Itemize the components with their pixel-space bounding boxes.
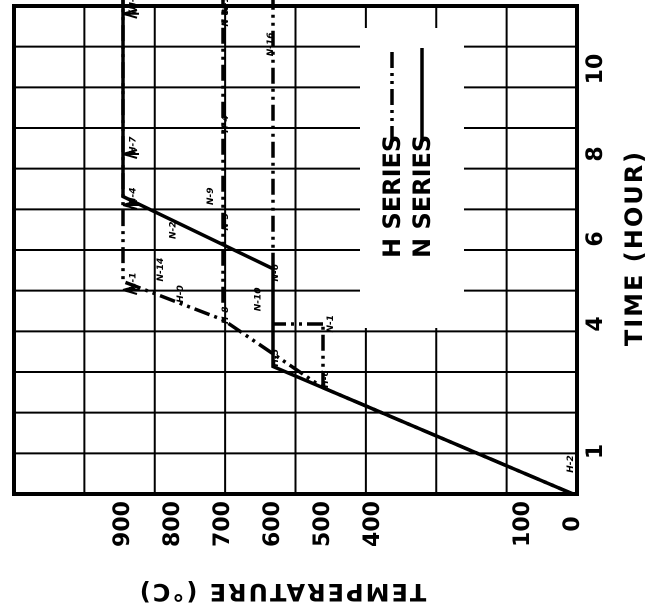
data-annotation-label: H-7	[129, 136, 139, 154]
y-tick-label: 700	[210, 501, 235, 547]
y-tick-label: 500	[310, 501, 335, 547]
legend-background	[360, 28, 464, 328]
quench-arrow-marker	[122, 8, 139, 19]
legend: H SERIES N SERIES	[360, 28, 464, 328]
y-axis-title: TEMPERATURE (°C)	[138, 578, 426, 606]
quench-arrow-marker	[122, 285, 139, 295]
quench-arrow-marker	[122, 149, 139, 159]
quench-arrow-marker	[122, 200, 139, 210]
data-annotation-label: N-16	[266, 32, 276, 56]
data-annotation-label: H-1	[129, 272, 139, 290]
data-annotation-label: H-2	[566, 455, 576, 473]
data-annotation-label: H-0	[176, 285, 186, 303]
x-tick-label: 10	[583, 54, 608, 85]
data-annotation-label: N-14	[156, 258, 166, 282]
data-annotation-label: H-5	[271, 349, 281, 367]
x-tick-label: 1	[583, 444, 608, 459]
data-annotation-label: N-2	[169, 221, 179, 239]
plot-frame	[12, 4, 579, 496]
x-axis-title: TIME (HOUR)	[620, 150, 648, 346]
x-tick-label: 8	[583, 146, 608, 161]
grid	[14, 6, 577, 494]
h-series-line	[121, 0, 574, 496]
legend-label: N SERIES	[408, 135, 436, 258]
y-tick-label: 800	[160, 501, 185, 547]
n-series-line	[121, 0, 574, 496]
legend-label: H SERIES	[378, 135, 406, 258]
data-annotation-label: N-4	[129, 187, 139, 205]
axis-labels: TIME (HOUR) TEMPERATURE (°C)	[138, 150, 648, 606]
data-annotation-label: H-8	[221, 306, 231, 324]
x-tick-label: 4	[583, 316, 608, 331]
data-annotation-label: N-9	[206, 187, 216, 205]
data-annotation-label: H-6	[321, 370, 331, 388]
data-annotation-label: N-10	[254, 287, 264, 311]
y-tick-label: 100	[510, 501, 535, 547]
y-tick-label: 400	[360, 501, 385, 547]
y-tick-label: 0	[560, 516, 585, 531]
y-tick-label: 600	[260, 501, 285, 547]
series-lines	[121, 0, 574, 496]
data-annotation-label: H-4	[221, 115, 231, 133]
y-tick-label: 900	[110, 501, 135, 547]
data-annotation-label: N-1	[326, 315, 336, 333]
data-annotation-label: N-6	[271, 264, 281, 282]
data-annotation-label: N-8	[221, 9, 231, 27]
data-annotation-label: N-3	[221, 213, 231, 231]
x-tick-label: 6	[583, 231, 608, 246]
